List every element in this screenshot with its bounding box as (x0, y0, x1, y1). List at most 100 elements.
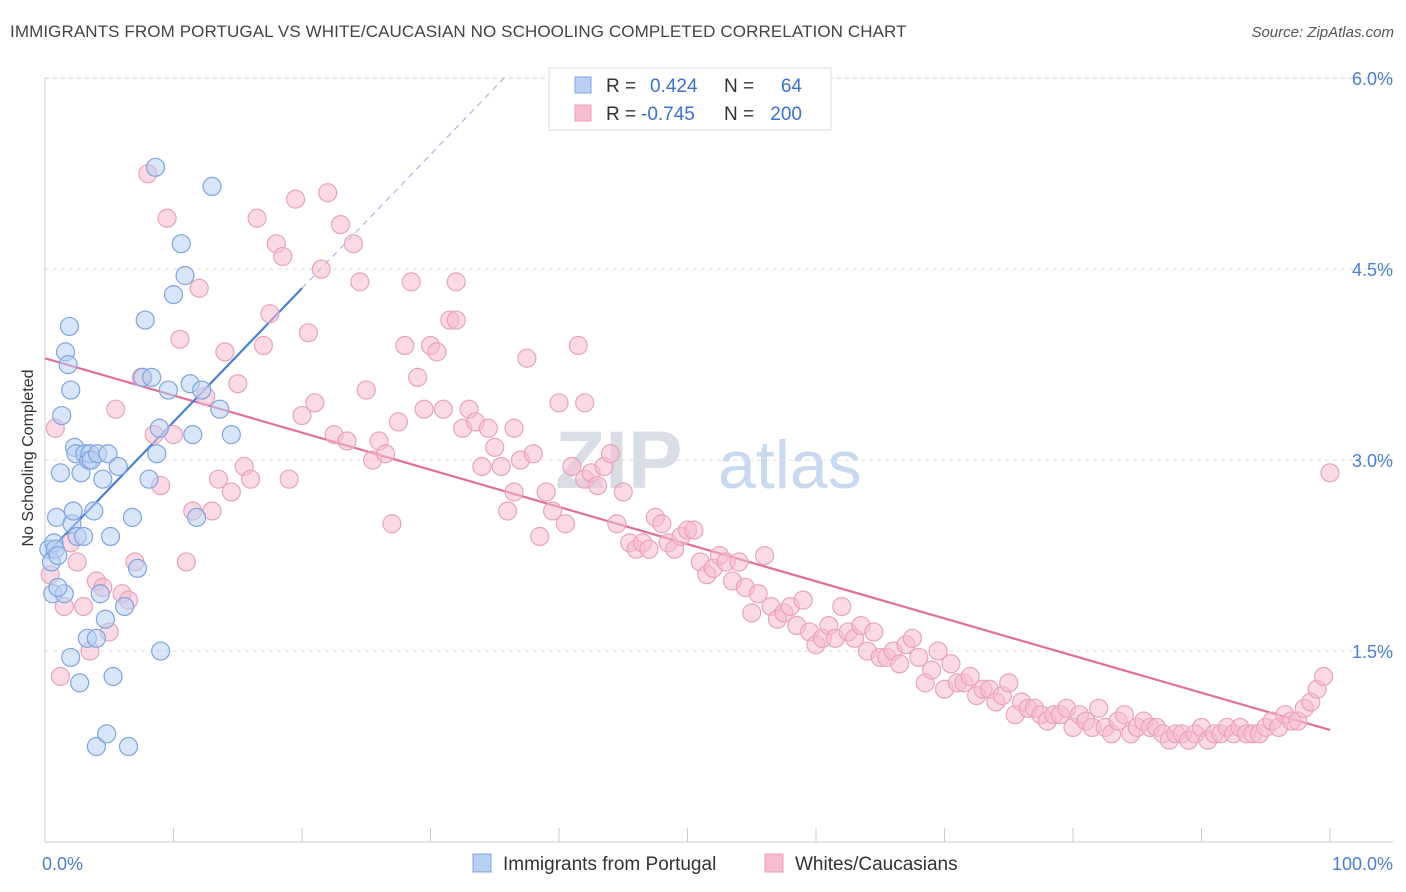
data-point-whites (498, 501, 518, 521)
data-point-whites (568, 335, 588, 356)
bottom-legend: Immigrants from Portugal Whites/Caucasia… (472, 853, 958, 875)
data-point-portugal (135, 310, 155, 330)
data-point-whites (356, 380, 376, 400)
data-point-portugal (48, 545, 68, 566)
legend-swatch-whites (574, 104, 592, 122)
data-point-portugal (151, 641, 171, 661)
data-point-portugal (84, 501, 104, 521)
data-point-whites (536, 482, 556, 502)
data-point-whites (542, 501, 563, 521)
data-point-whites (285, 189, 306, 209)
data-point-whites (504, 482, 524, 502)
data-point-portugal (70, 673, 90, 693)
data-point-portugal (187, 507, 207, 527)
data-point-portugal (98, 444, 118, 464)
x-tick-labels: 0.0% 100.0% (42, 854, 1393, 874)
data-point-portugal (103, 666, 123, 687)
data-point-portugal (115, 596, 135, 617)
data-point-whites (446, 272, 466, 292)
data-point-whites (318, 183, 338, 203)
y-axis-label: No Schooling Completed (20, 370, 37, 547)
data-point-whites (613, 482, 633, 502)
data-point-portugal (221, 425, 241, 445)
data-point-whites (350, 272, 370, 292)
data-point-portugal (142, 367, 162, 387)
data-point-whites (337, 431, 357, 451)
data-point-whites (1114, 705, 1135, 725)
data-point-portugal (48, 577, 68, 598)
y-tick-label: 3.0% (1352, 451, 1393, 471)
y-tick-labels: 1.5% 3.0% 4.5% 6.0% (1352, 69, 1393, 662)
data-point-portugal (163, 285, 184, 305)
data-point-whites (395, 335, 415, 356)
data-point-whites (864, 622, 884, 642)
data-point-whites (253, 335, 274, 356)
data-point-portugal (58, 355, 78, 375)
data-point-whites (433, 399, 453, 419)
data-point-whites (742, 603, 762, 623)
legend-n-label: N = (724, 104, 754, 125)
data-point-portugal (122, 507, 142, 527)
data-point-portugal (52, 405, 72, 426)
data-point-whites (401, 272, 421, 292)
data-point-whites (247, 208, 267, 228)
y-tick-label: 4.5% (1352, 260, 1393, 280)
data-point-portugal (95, 609, 115, 629)
axes (44, 78, 1393, 843)
data-point-whites (575, 393, 595, 413)
data-point-whites (478, 418, 498, 438)
data-point-portugal (90, 584, 110, 604)
data-point-portugal (192, 380, 212, 400)
data-point-whites (241, 469, 261, 489)
trend-line-whites (44, 357, 1331, 732)
data-point-portugal (175, 265, 195, 286)
data-point-whites (260, 304, 280, 324)
data-point-whites (50, 666, 71, 687)
data-point-whites (832, 596, 852, 617)
data-point-whites (587, 475, 608, 496)
data-point-whites (208, 469, 229, 489)
data-point-whites (388, 412, 408, 432)
legend-r-value: -0.745 (641, 104, 695, 125)
source-credit: Source: ZipAtlas.com (1251, 24, 1394, 41)
data-point-whites (607, 514, 627, 534)
data-point-whites (414, 399, 434, 419)
data-point-whites (176, 552, 196, 572)
legend-n-label: N = (724, 76, 754, 97)
data-point-portugal (210, 399, 230, 419)
data-point-portugal (149, 418, 169, 438)
data-point-whites (298, 323, 319, 343)
data-point-portugal (171, 234, 191, 254)
data-point-whites (106, 399, 126, 419)
watermark-atlas: atlas (718, 427, 862, 503)
trend-lines (44, 73, 1331, 732)
legend-box: R = 0.424 N = 64 R = -0.745 N = 200 (548, 67, 832, 131)
data-point-portugal (139, 469, 159, 489)
data-point-whites (170, 329, 190, 349)
data-point-whites (928, 641, 948, 661)
series-portugal-points (39, 157, 241, 757)
x-tick-label: 0.0% (42, 854, 83, 874)
data-point-whites (221, 482, 241, 502)
data-point-whites (523, 444, 543, 464)
data-point-whites (189, 278, 209, 298)
data-point-whites (228, 374, 248, 394)
data-point-portugal (118, 736, 139, 757)
data-point-whites (375, 444, 396, 464)
bottom-legend-swatch-whites (764, 853, 784, 873)
chart-title: IMMIGRANTS FROM PORTUGAL VS WHITE/CAUCAS… (10, 22, 907, 41)
data-point-whites (292, 405, 312, 426)
data-point-portugal (63, 501, 83, 521)
legend-r-label: R = (606, 104, 636, 125)
data-point-whites (446, 310, 466, 330)
legend-n-value: 64 (781, 76, 803, 97)
data-point-whites (639, 539, 659, 559)
data-point-whites (382, 514, 402, 534)
data-point-whites (793, 590, 813, 610)
bottom-legend-whites: Whites/Caucasians (795, 854, 958, 875)
data-point-whites (305, 393, 325, 413)
data-point-portugal (86, 628, 107, 648)
data-point-portugal (50, 463, 71, 483)
data-point-whites (491, 456, 511, 477)
